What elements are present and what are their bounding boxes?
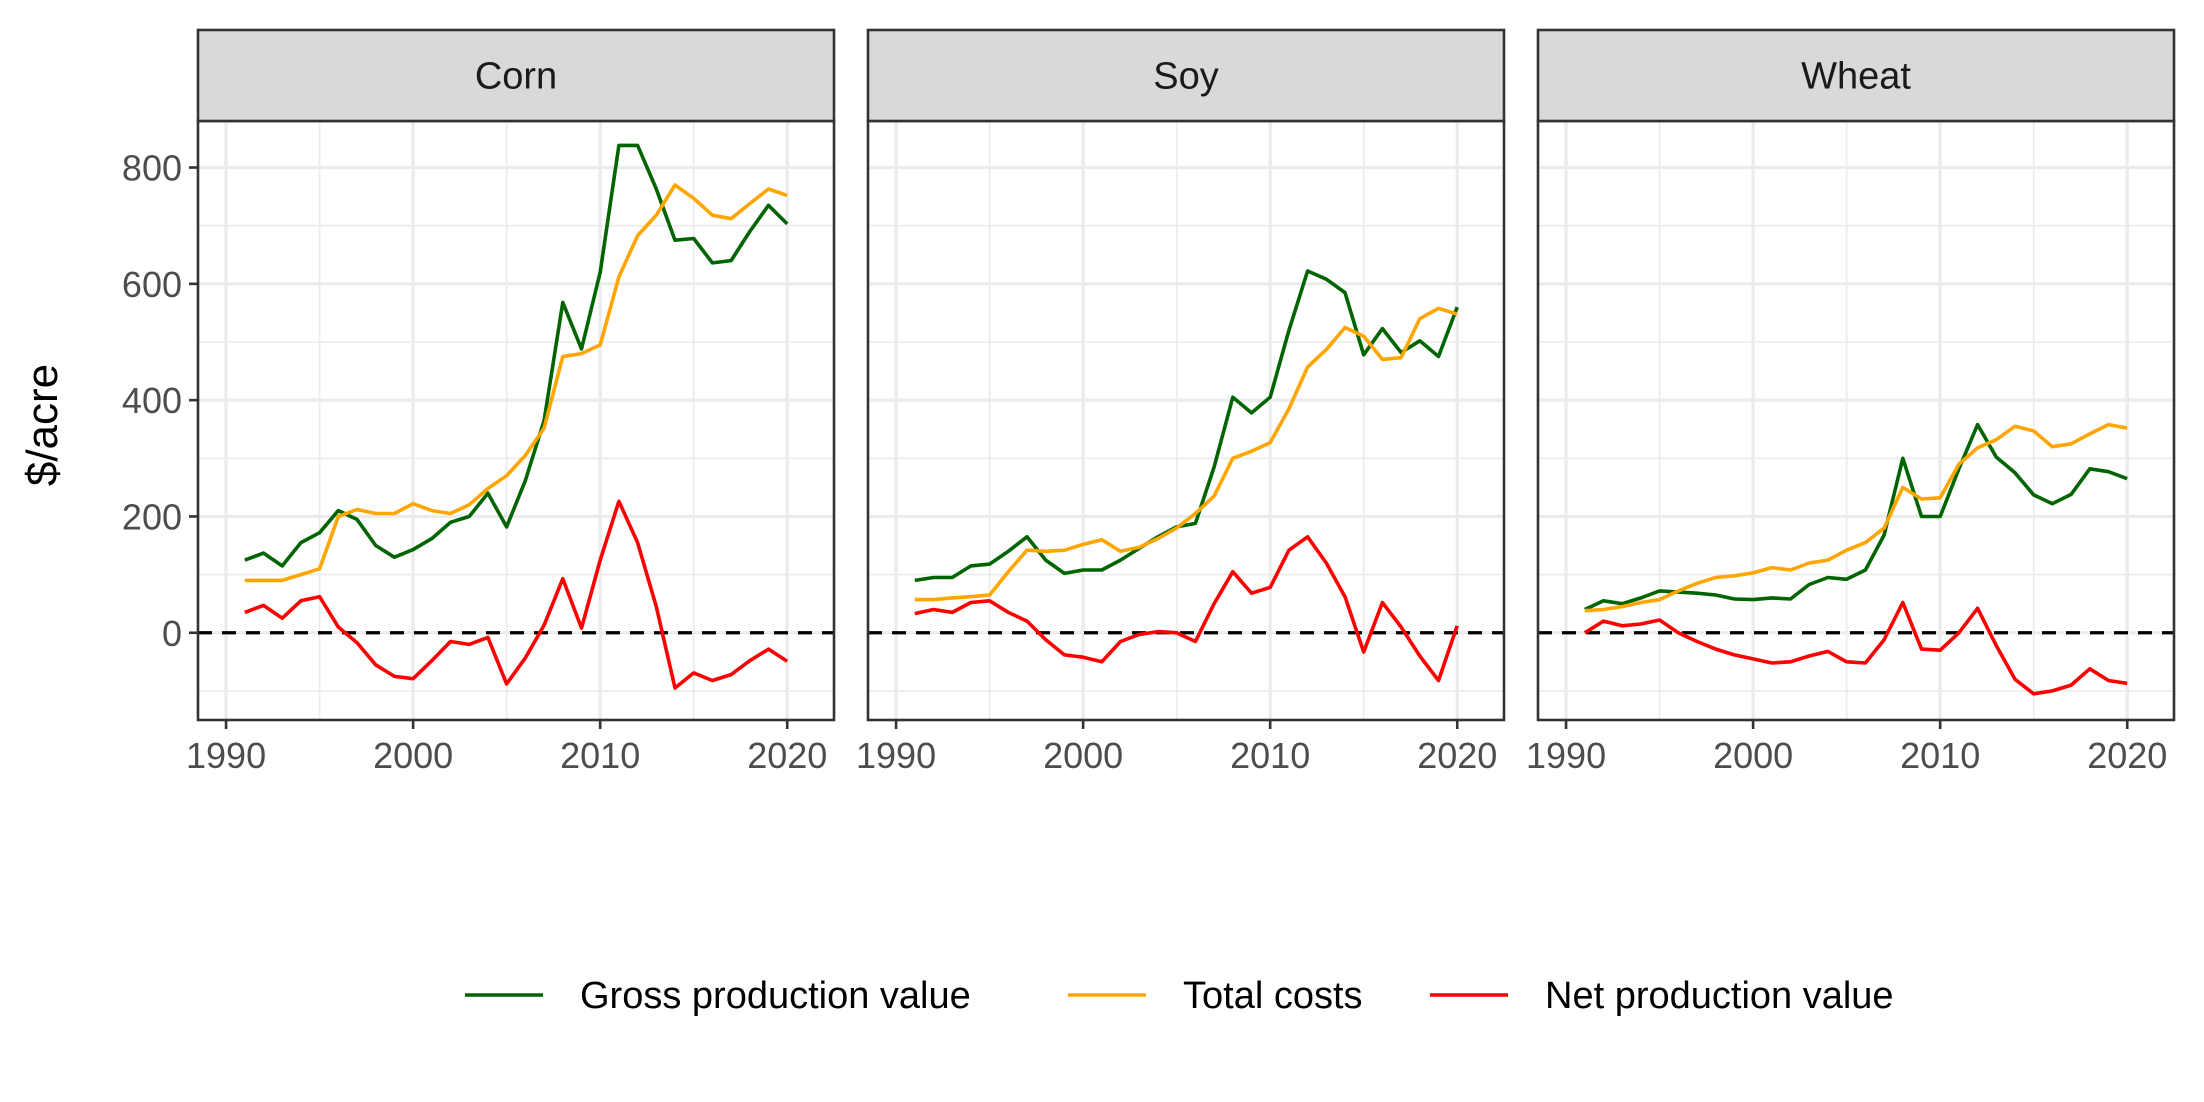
y-axis: 0 200 400 600 800 xyxy=(122,148,198,654)
y-tick-label: 400 xyxy=(122,380,182,421)
series-line-net-production-value xyxy=(1583,600,2128,696)
series-line-net-production-value xyxy=(244,499,789,690)
y-tick-label: 200 xyxy=(122,496,182,537)
facet-strip-label: Soy xyxy=(1153,56,1218,98)
x-tick-label: 1990 xyxy=(856,735,936,776)
x-tick-label: 1990 xyxy=(186,735,266,776)
legend-label: Total costs xyxy=(1183,975,1363,1017)
facet-strip-label: Wheat xyxy=(1801,56,1911,98)
series-line-gross-production-value xyxy=(244,143,789,568)
x-tick-label: 2010 xyxy=(560,735,640,776)
facet-strip xyxy=(866,28,1506,123)
facet-strip xyxy=(196,28,836,123)
facet-panel-soy: Soy 1990 2000 2010 2020 xyxy=(856,28,1506,776)
x-tick-label: 2000 xyxy=(1713,735,1793,776)
legend-item-total-costs: Total costs xyxy=(1068,975,1363,1017)
series-line-total-costs xyxy=(244,183,788,583)
x-tick-label: 2020 xyxy=(1417,735,1497,776)
facet-panel-corn: Corn 1990 2000 2010 2020 xyxy=(186,28,836,776)
x-tick-label: 2020 xyxy=(2087,735,2167,776)
legend-label: Gross production value xyxy=(580,975,971,1017)
series-line-total-costs xyxy=(914,306,1458,602)
series-line-gross-production-value xyxy=(914,269,1459,583)
panel-background xyxy=(868,121,1504,720)
legend-item-net-production-value: Net production value xyxy=(1430,975,1894,1017)
series-line-net-production-value xyxy=(914,534,1459,683)
x-tick-label: 2020 xyxy=(747,735,827,776)
x-tick-label: 2010 xyxy=(1230,735,1310,776)
series-line-total-costs xyxy=(1584,422,2128,613)
x-tick-label: 2000 xyxy=(1043,735,1123,776)
x-tick-label: 2010 xyxy=(1900,735,1980,776)
y-tick-label: 800 xyxy=(122,148,182,189)
y-tick-label: 0 xyxy=(162,613,182,654)
legend-label: Net production value xyxy=(1545,975,1894,1017)
panel-background xyxy=(1538,121,2174,720)
legend: Gross production value Total costs Net pro… xyxy=(465,975,1894,1017)
panel-background xyxy=(198,121,834,720)
y-axis-title: $/acre xyxy=(18,364,67,486)
facet-strip xyxy=(1536,28,2176,123)
x-tick-label: 1990 xyxy=(1526,735,1606,776)
facet-panel-wheat: Wheat 1990 2000 2010 2020 xyxy=(1526,28,2176,776)
y-tick-label: 600 xyxy=(122,264,182,305)
facet-strip-label: Corn xyxy=(475,56,557,98)
x-tick-label: 2000 xyxy=(373,735,453,776)
legend-item-gross-production-value: Gross production value xyxy=(465,975,971,1017)
